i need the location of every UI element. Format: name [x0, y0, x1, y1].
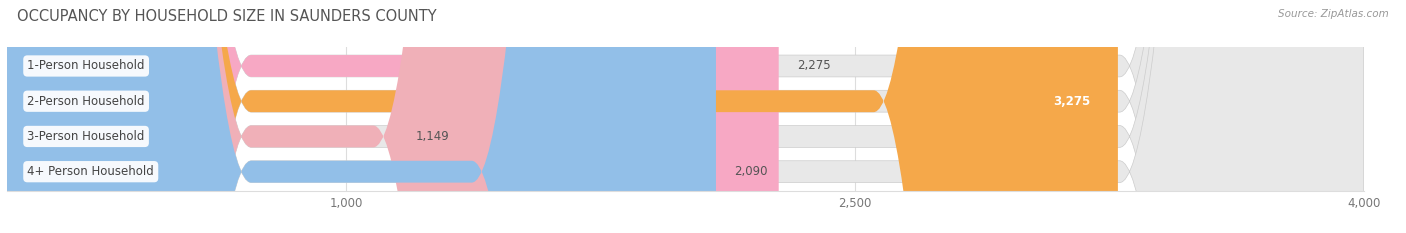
- Text: 1,149: 1,149: [415, 130, 449, 143]
- FancyBboxPatch shape: [7, 0, 617, 233]
- Text: 2-Person Household: 2-Person Household: [27, 95, 145, 108]
- FancyBboxPatch shape: [7, 0, 1118, 233]
- FancyBboxPatch shape: [7, 0, 1364, 233]
- Text: 1-Person Household: 1-Person Household: [27, 59, 145, 72]
- Text: 2,275: 2,275: [797, 59, 831, 72]
- FancyBboxPatch shape: [7, 0, 1364, 233]
- Text: OCCUPANCY BY HOUSEHOLD SIZE IN SAUNDERS COUNTY: OCCUPANCY BY HOUSEHOLD SIZE IN SAUNDERS …: [17, 9, 436, 24]
- FancyBboxPatch shape: [7, 0, 716, 233]
- Text: 2,090: 2,090: [734, 165, 768, 178]
- Text: 3-Person Household: 3-Person Household: [27, 130, 145, 143]
- Text: 4+ Person Household: 4+ Person Household: [27, 165, 155, 178]
- FancyBboxPatch shape: [7, 0, 1364, 233]
- FancyBboxPatch shape: [7, 0, 779, 233]
- Text: Source: ZipAtlas.com: Source: ZipAtlas.com: [1278, 9, 1389, 19]
- FancyBboxPatch shape: [7, 0, 1364, 233]
- Text: 3,275: 3,275: [1053, 95, 1091, 108]
